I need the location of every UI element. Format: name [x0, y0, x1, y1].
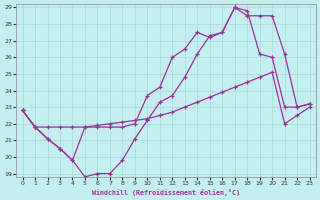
X-axis label: Windchill (Refroidissement éolien,°C): Windchill (Refroidissement éolien,°C): [92, 189, 240, 196]
